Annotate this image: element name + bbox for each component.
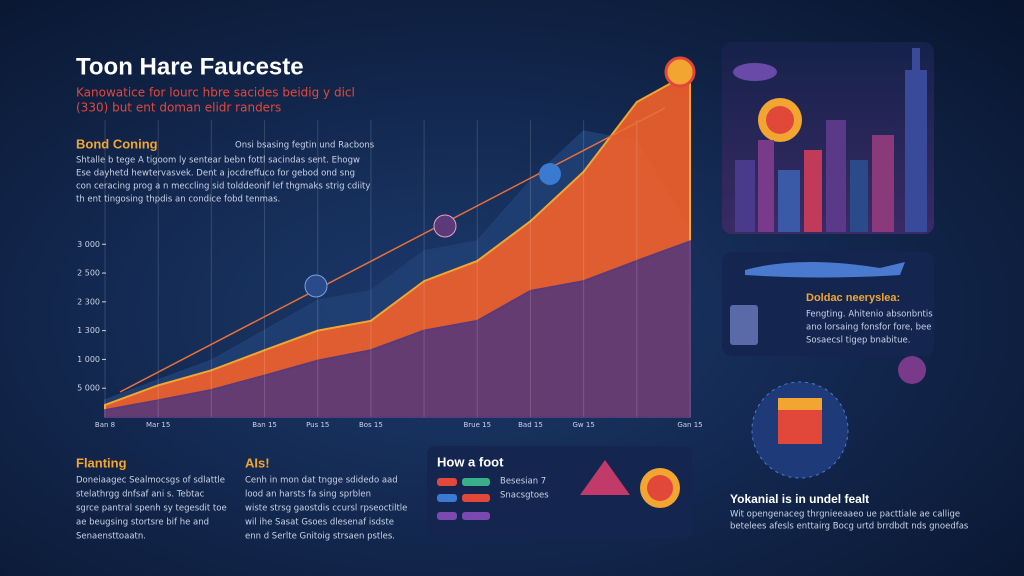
paragraph-line: Ese dayhetd hewtervasvek. Dent a jocdref… bbox=[76, 169, 355, 179]
panel-line: enn d Serlte Gnitoig strsaen pstles. bbox=[245, 532, 395, 542]
y-tick-label: 1 000 bbox=[77, 355, 100, 364]
panel-line: Sosaecsl tigep bnabitue. bbox=[806, 336, 910, 346]
howto-bars bbox=[437, 460, 680, 520]
panel-line: Besesian 7 bbox=[500, 477, 546, 487]
sun-icon bbox=[664, 56, 696, 88]
panel-line: lood an harsts fa sing sprblen bbox=[245, 490, 371, 500]
howto-panel bbox=[427, 446, 692, 538]
section-heading: Bond Coning bbox=[76, 136, 158, 151]
x-tick-label: Bos 15 bbox=[359, 421, 383, 429]
trend-line bbox=[119, 107, 666, 393]
panel-line: wil ihe Sasat Gsoes dlesenaf isdste bbox=[245, 518, 394, 528]
x-tick-label: Pus 15 bbox=[306, 421, 329, 429]
title: Toon Hare Fauceste bbox=[76, 53, 304, 80]
info-panel bbox=[722, 252, 934, 356]
panel-line: Fengting. Ahitenio absonbntis bbox=[806, 310, 933, 320]
panel-heading: Yokanial is in undel fealt bbox=[730, 492, 869, 506]
panel-line: Cenh in mon dat tngge sdidedo aad bbox=[245, 476, 398, 486]
x-tick-label: Gan 15 bbox=[677, 421, 702, 429]
x-tick-label: Gw 15 bbox=[572, 421, 594, 429]
cube-top bbox=[778, 398, 822, 410]
paragraph-line: con ceracing prog a n meccling sid toldd… bbox=[76, 182, 370, 192]
y-tick-label: 3 000 bbox=[77, 240, 100, 249]
x-tick-label: Ban 8 bbox=[95, 421, 115, 429]
city-illustration bbox=[733, 48, 927, 232]
y-tick-label: 2 500 bbox=[77, 269, 100, 278]
panel-heading: How a foot bbox=[437, 454, 504, 469]
area bbox=[104, 239, 691, 418]
marker-icon bbox=[539, 163, 561, 185]
paragraph-line: Shtalle b tege A tigoom ly sentear bebn … bbox=[76, 156, 360, 166]
plane-icon bbox=[745, 261, 905, 278]
panel-line: ano lorsaing fonsfor fore, bee bbox=[806, 323, 931, 333]
marker-icon bbox=[433, 214, 457, 238]
aside: Onsi bsasing fegtin und Racbons bbox=[235, 141, 375, 151]
panel-line: Senaensttoaatn. bbox=[76, 532, 146, 542]
panel-line: betelees afesls enttairg Bocg urtd brrdb… bbox=[730, 522, 969, 532]
y-tick-label: 1 300 bbox=[77, 326, 100, 335]
panel-line: wiste strsg gaostdis ccursl rpseoctiltle bbox=[245, 504, 407, 514]
panel-heading: Flanting bbox=[76, 455, 127, 470]
cube bbox=[778, 408, 822, 444]
panel-heading: AIs! bbox=[245, 455, 270, 470]
subtitle: Kanowatice for lourc hbre sacides beidig… bbox=[76, 86, 355, 100]
y-tick-label: 2 300 bbox=[77, 297, 100, 306]
x-tick-label: Ban 15 bbox=[252, 421, 277, 429]
x-tick-label: Mar 15 bbox=[146, 421, 170, 429]
panel-heading: Doldac neeryslea: bbox=[806, 292, 900, 304]
paragraph-line: th ent tingosing thpdis an condice fobd … bbox=[76, 195, 280, 205]
device-icon bbox=[730, 305, 758, 345]
panel-line: stelathrgg dnfsaf ani s. Tebtac bbox=[76, 490, 205, 500]
subtitle: (330) but ent doman elidr randers bbox=[76, 101, 281, 115]
marker-icon bbox=[304, 274, 328, 298]
panel-line: Snacsgtoes bbox=[500, 491, 549, 501]
panel-line: sgrce pantral spenh sy tegesdit toe bbox=[76, 504, 227, 514]
x-tick-label: Bad 15 bbox=[518, 421, 543, 429]
panel-line: ae beugsing stortsre bif he and bbox=[76, 518, 209, 528]
y-tick-label: 5 000 bbox=[77, 384, 100, 393]
planet-icon bbox=[898, 356, 926, 384]
panel-line: Doneiaagec Sealmocsgs of sdlattle bbox=[76, 476, 225, 486]
x-tick-label: Brue 15 bbox=[463, 421, 491, 429]
panel-line: Wit opengenaceg thrgnieeaaeo ue pacttial… bbox=[730, 510, 960, 520]
